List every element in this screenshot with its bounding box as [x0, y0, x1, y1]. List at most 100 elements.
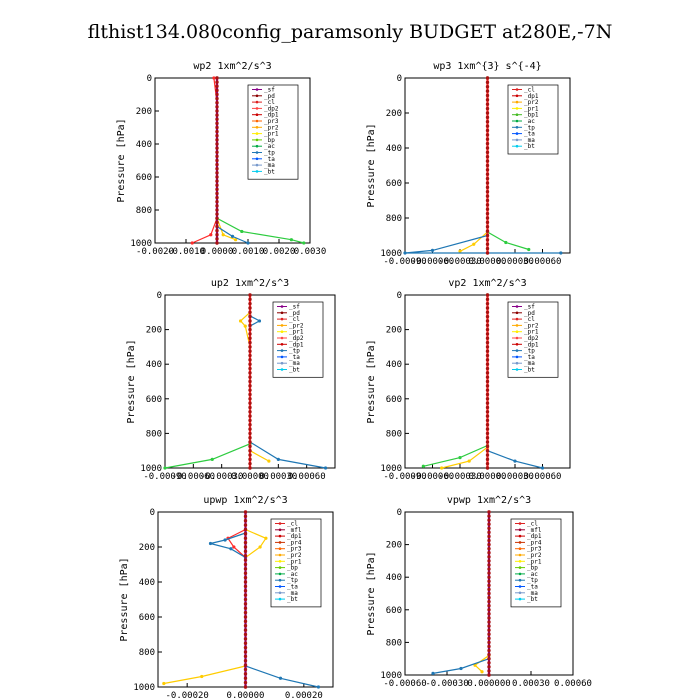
profile-marker: [485, 111, 490, 115]
profile-marker: [248, 366, 252, 371]
legend-entry: _pd: [264, 93, 275, 100]
profile-marker: [243, 672, 248, 676]
legend-entry: _dp2: [524, 335, 539, 342]
legend-marker: [280, 311, 284, 315]
profile-marker: [487, 661, 491, 665]
series-point: [403, 251, 407, 255]
series-point: [257, 319, 262, 323]
legend-marker: [515, 343, 519, 346]
profile-marker: [485, 431, 490, 436]
legend: _cl_dp1_pr2_pr1_bp1_ac_tp_ta_ma_bt: [507, 84, 559, 155]
profile-marker: [215, 162, 219, 167]
series-point: [208, 541, 213, 546]
profile-marker: [215, 171, 219, 175]
profile-marker: [487, 510, 491, 514]
legend-entry: _dp2: [264, 105, 279, 112]
profile-marker: [485, 120, 490, 124]
x-tick-label: 0.00000: [469, 472, 507, 482]
y-tick-label: 400: [386, 144, 402, 154]
series-point: [278, 676, 283, 680]
legend-marker: [255, 163, 259, 167]
profile-marker: [248, 345, 252, 349]
x-tick-label: -0.00090: [143, 472, 186, 482]
panel-5: upwp 1xm^2/s^3 0 200 400 600 800 1000 -0.00020 0…: [119, 495, 334, 700]
legend-entry: _ma: [264, 162, 275, 169]
legend-entry: _cl: [524, 87, 535, 94]
profile-marker: [487, 587, 491, 592]
series-line-dp2: [423, 295, 489, 467]
profile-marker: [485, 85, 490, 89]
y-tick-label: 800: [386, 214, 402, 224]
series-point: [190, 241, 194, 245]
profile-marker: [485, 353, 490, 358]
panel-title: vpwp 1xm^2/s^3: [447, 495, 531, 506]
profile-marker: [485, 93, 490, 98]
profile-marker: [485, 242, 490, 246]
profile-marker: [485, 163, 490, 168]
profile-marker: [485, 379, 490, 384]
profile-marker: [485, 358, 490, 362]
profile-marker: [485, 216, 490, 220]
series-point: [246, 241, 250, 245]
legend-entry: _ma: [524, 137, 535, 144]
legend-entry: _cl: [289, 316, 300, 323]
profile-marker: [485, 436, 490, 440]
x-tick-label: -0.0020: [136, 247, 174, 257]
y-tick-label: 200: [136, 107, 152, 117]
x-tick-label: -0.00060: [172, 472, 215, 482]
profile-marker: [487, 530, 491, 535]
series-point: [289, 238, 293, 242]
legend-entry: _pr2: [264, 124, 279, 131]
profile-marker: [248, 323, 252, 327]
legend-entry: _ta: [287, 584, 298, 591]
x-tick-label: -0.00030: [200, 472, 243, 482]
profile-marker: [215, 84, 219, 88]
legend: _cl_mfl_dp1_pr4_pr3_pr2_pr1_bp_ac_tp_ta_…: [510, 518, 562, 608]
profile-marker: [485, 310, 490, 314]
legend-entry: _ac: [527, 571, 538, 578]
legend-entry: _ta: [524, 354, 535, 361]
x-tick-label: 0.00030: [512, 679, 550, 689]
profile-marker: [215, 80, 219, 84]
profile-marker: [487, 669, 491, 673]
profile-marker: [215, 129, 219, 134]
profile-marker: [487, 555, 491, 559]
x-tick-label: 0.0000: [201, 247, 234, 257]
y-axis-label: Pressure [hPa]: [366, 339, 377, 423]
series-point: [504, 240, 508, 245]
legend-entry: _pr2: [287, 552, 302, 559]
series-line-tp: [210, 532, 319, 688]
legend-marker: [515, 317, 519, 321]
series-point: [210, 457, 214, 461]
profile-marker: [485, 181, 490, 185]
legend-marker: [278, 541, 282, 544]
profile-marker: [485, 349, 490, 353]
profile-marker: [485, 115, 490, 120]
profile-marker: [215, 96, 219, 101]
profile-marker: [215, 134, 219, 138]
y-tick-label: 1000: [133, 683, 155, 693]
legend-marker: [278, 572, 282, 576]
profile-marker: [485, 229, 490, 233]
profile-marker: [485, 168, 490, 172]
y-tick-label: 800: [386, 429, 402, 439]
profile-marker: [487, 648, 491, 653]
series-point: [234, 238, 238, 242]
profile-marker: [487, 526, 491, 530]
series-point: [230, 234, 235, 238]
series-line-pr2: [216, 78, 236, 241]
profile-marker: [215, 101, 219, 105]
legend-entry: _cl: [287, 521, 298, 528]
profile-marker: [248, 375, 252, 379]
x-tick-label: -0.00020: [165, 691, 208, 700]
panel-6: vpwp 1xm^2/s^3 0 200 400 600 800 1000-0.00060-…: [366, 495, 592, 689]
profile-marker: [487, 546, 491, 551]
legend-marker: [255, 119, 259, 123]
profile-marker: [485, 172, 490, 176]
profile-marker: [215, 167, 219, 171]
legend-entry: _pr2: [527, 552, 542, 559]
legend-entry: _pr1: [264, 131, 279, 138]
profile-marker: [248, 362, 252, 366]
profile-marker: [485, 457, 490, 462]
